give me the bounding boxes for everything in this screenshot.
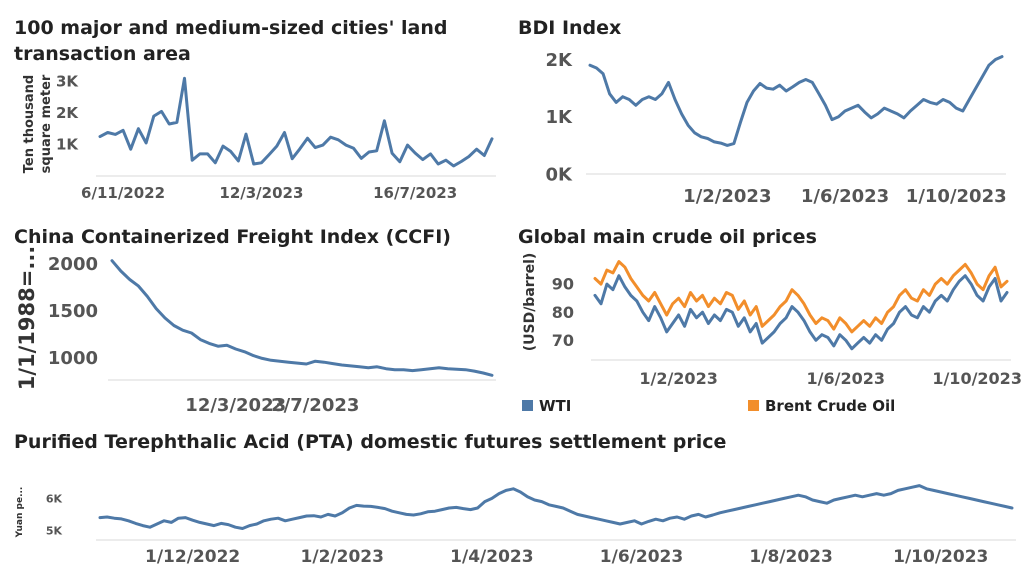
x-tick-label: 1/10/2023 (893, 547, 988, 567)
chart-ccfi: China Containerized Freight Index (CCFI)… (14, 226, 496, 416)
chart-bdi: BDI Index 0K 1K 2K 1/2/2023 1/6/2023 1/10/202… (518, 17, 1007, 207)
y-tick-label: 1K (546, 107, 574, 128)
series-line (98, 76, 494, 168)
chart-title-line-1: 100 major and medium-sized cities' land (14, 17, 447, 39)
x-tick-label: 1/2/2023 (639, 369, 717, 388)
y-tick-label: 6K (46, 492, 63, 505)
x-tick-label: 12/3/2023 (185, 395, 286, 416)
plot-area: 70 80 90 1/2/2023 1/6/2023 1/10/2023 (552, 260, 1022, 388)
y-tick-label: 1500 (48, 301, 98, 322)
y-tick-label: 1K (56, 136, 79, 154)
legend-label-wti: WTI (539, 397, 571, 415)
y-tick-label: 2K (546, 50, 574, 71)
chart-pta: Purified Terephthalic Acid (PTA) domesti… (14, 431, 1016, 567)
series-line-brent-crude-oil (593, 260, 1009, 334)
chart-land: 100 major and medium-sized cities' land … (14, 17, 496, 202)
y-tick-label: 90 (552, 275, 574, 294)
x-tick-label: 1/10/2023 (932, 369, 1022, 388)
y-axis-label-line-1: Ten thousand (22, 75, 37, 173)
y-tick-label: 80 (552, 303, 574, 322)
chart-oil: Global main crude oil prices (USD/barrel… (518, 226, 1022, 415)
x-tick-label: 1/6/2023 (600, 547, 683, 567)
y-tick-label: 3K (56, 73, 79, 91)
chart-legend: WTI Brent Crude Oil (522, 397, 895, 415)
y-tick-label: 0K (546, 164, 574, 185)
legend-swatch-wti (522, 400, 533, 411)
x-tick-label: 6/11/2022 (81, 184, 165, 202)
y-axis-label: 1/1/1988=... (15, 246, 39, 391)
y-tick-label: 5K (46, 524, 63, 537)
y-tick-label: 70 (552, 331, 574, 350)
series-line (110, 259, 494, 377)
series-line (588, 55, 1004, 147)
chart-title: BDI Index (518, 17, 621, 39)
x-tick-label: 1/2/2023 (301, 547, 384, 567)
chart-title: Global main crude oil prices (518, 226, 817, 248)
legend-swatch-brent (748, 400, 759, 411)
plot-area: 5K 6K 1/12/2022 1/2/2023 1/4/2023 1/6/2023 1/8… (46, 484, 1016, 567)
legend-label-brent: Brent Crude Oil (765, 397, 895, 415)
y-axis-label: (USD/barrel) (522, 253, 538, 352)
series-line (98, 484, 1014, 530)
x-tick-label: 2/7/2023 (271, 395, 359, 416)
x-tick-label: 1/8/2023 (749, 547, 832, 567)
x-tick-label: 1/4/2023 (450, 547, 533, 567)
x-tick-label: 12/3/2023 (219, 184, 303, 202)
chart-title-line-2: transaction area (14, 43, 191, 65)
x-tick-label: 1/12/2022 (145, 547, 240, 567)
x-tick-label: 1/6/2023 (801, 186, 889, 207)
x-tick-label: 1/6/2023 (807, 369, 885, 388)
plot-area: 0K 1K 2K 1/2/2023 1/6/2023 1/10/2023 (546, 50, 1007, 207)
x-tick-label: 16/7/2023 (373, 184, 457, 202)
chart-title: China Containerized Freight Index (CCFI) (14, 226, 451, 248)
y-axis-label: Yuan pe... (15, 487, 25, 539)
y-tick-label: 2000 (48, 254, 98, 275)
series-line-wti (593, 274, 1009, 351)
plot-area: 1K 2K 3K 6/11/2022 12/3/2023 16/7/2023 (56, 73, 496, 202)
x-tick-label: 1/10/2023 (906, 186, 1007, 207)
x-tick-label: 1/2/2023 (683, 186, 771, 207)
y-axis-label-line-2: square meter (39, 74, 54, 173)
y-tick-label: 2K (56, 104, 79, 122)
chart-title: Purified Terephthalic Acid (PTA) domesti… (14, 431, 726, 453)
y-tick-label: 1000 (48, 348, 98, 369)
